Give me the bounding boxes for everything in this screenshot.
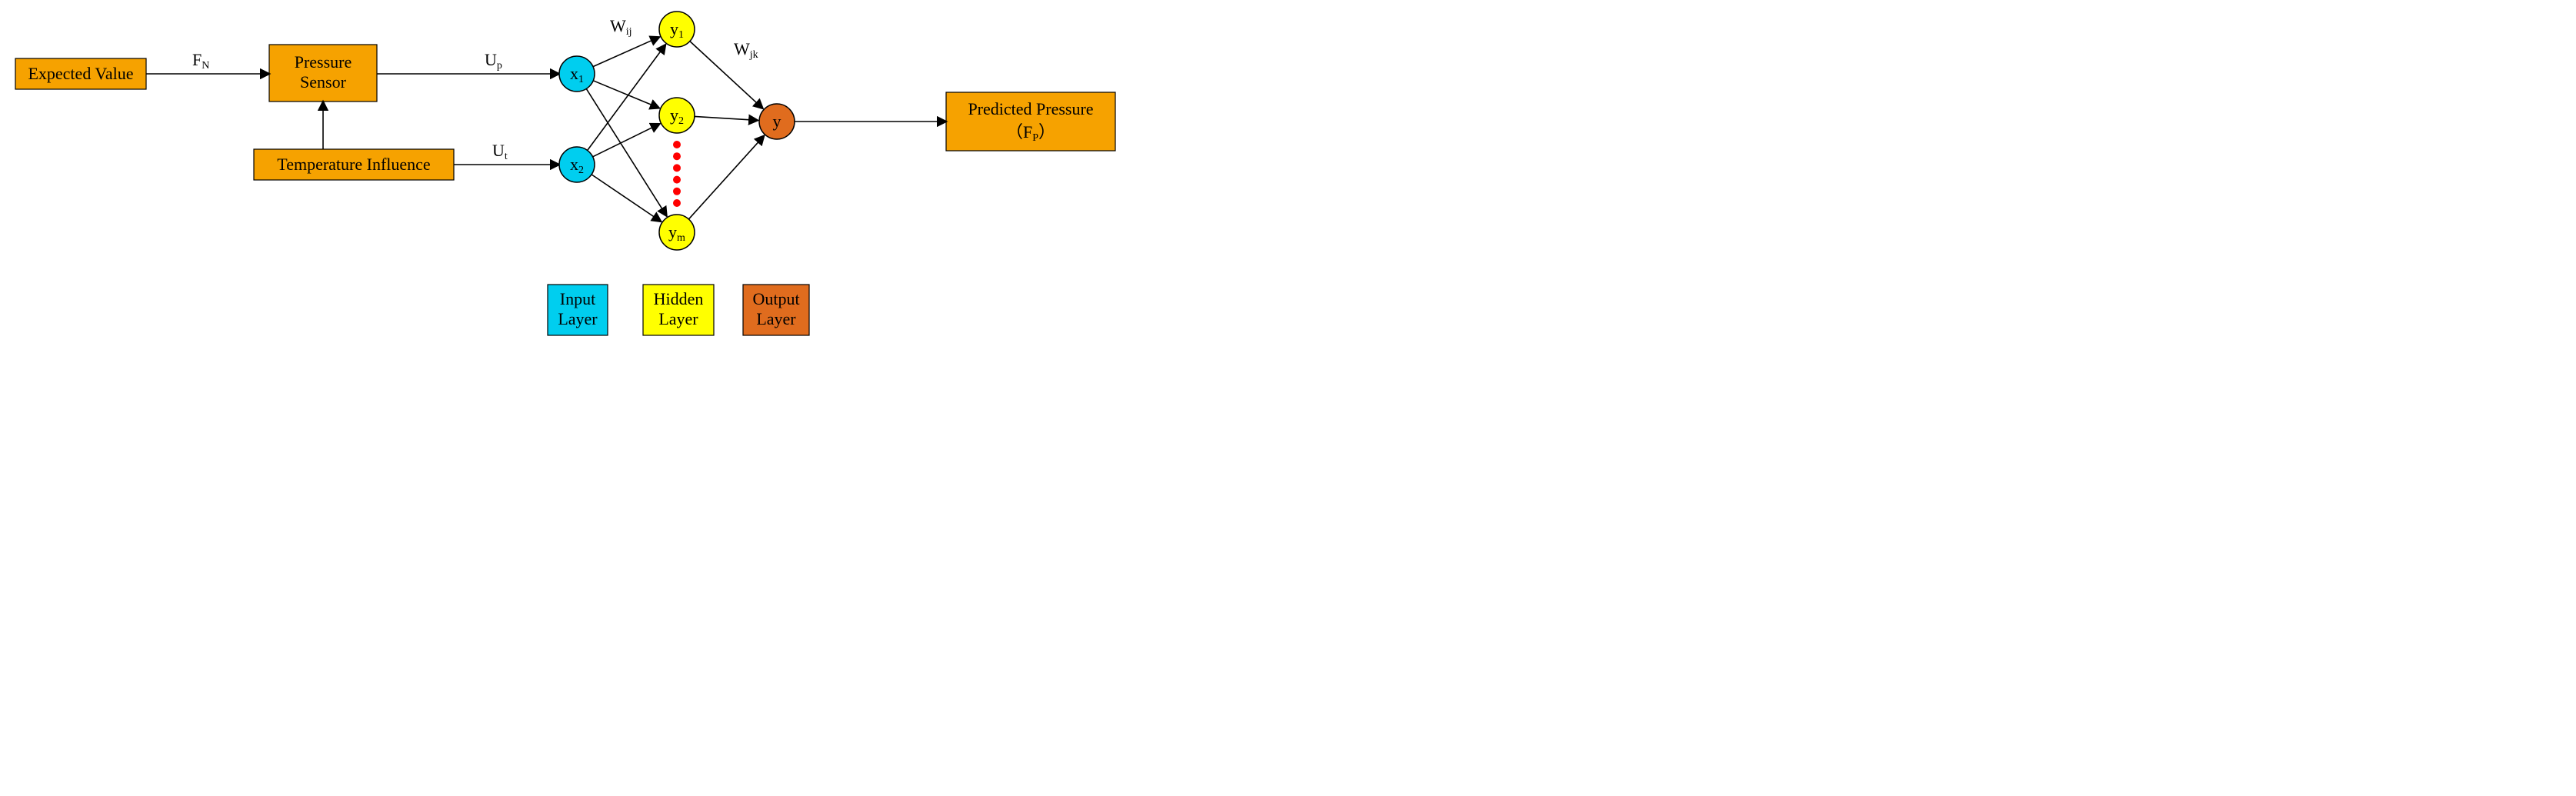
edge-label-ut: Ut bbox=[492, 141, 508, 162]
predicted-pressure-label-1: Predicted Pressure bbox=[968, 99, 1093, 118]
temperature-influence-box: Temperature Influence bbox=[254, 149, 454, 180]
ellipsis-dots bbox=[673, 141, 681, 207]
neural-network-nodes: x1x2y1y2ymy bbox=[559, 12, 795, 250]
legend-hidden-label-1: Hidden bbox=[654, 289, 704, 308]
pressure-sensor-box: Pressure Sensor bbox=[269, 45, 377, 102]
temperature-influence-label: Temperature Influence bbox=[277, 155, 430, 174]
ellipsis-dot bbox=[673, 199, 681, 207]
legend-hidden-label-2: Layer bbox=[658, 309, 698, 328]
edge-label-fn: FN bbox=[192, 50, 209, 72]
legend-input-label-2: Layer bbox=[558, 309, 598, 328]
legend-input-layer: Input Layer bbox=[548, 285, 608, 335]
weight-label-wij: Wij bbox=[610, 16, 632, 38]
edge-x1-ym bbox=[586, 88, 666, 215]
ellipsis-dot bbox=[673, 141, 681, 148]
ellipsis-dot bbox=[673, 176, 681, 184]
ellipsis-dot bbox=[673, 164, 681, 172]
edge-x2-y1 bbox=[588, 45, 665, 150]
edges-input-hidden bbox=[586, 37, 666, 221]
pressure-sensor-label-1: Pressure bbox=[295, 52, 352, 72]
legend-input-label-1: Input bbox=[560, 289, 595, 308]
ellipsis-dot bbox=[673, 152, 681, 160]
expected-value-box: Expected Value bbox=[15, 58, 146, 89]
node-label-y: y bbox=[773, 112, 781, 131]
edges-hidden-output bbox=[688, 42, 764, 219]
predicted-pressure-label-2: （FP） bbox=[1006, 122, 1055, 144]
legend-output-label-2: Layer bbox=[756, 309, 796, 328]
expected-value-label: Expected Value bbox=[28, 64, 133, 83]
legend-output-layer: Output Layer bbox=[743, 285, 809, 335]
predicted-pressure-box: Predicted Pressure （FP） bbox=[946, 92, 1115, 151]
diagram-canvas: Expected Value Pressure Sensor Temperatu… bbox=[0, 0, 1169, 361]
pressure-sensor-label-2: Sensor bbox=[300, 72, 347, 92]
ellipsis-dot bbox=[673, 188, 681, 195]
edge-x1-y1 bbox=[593, 37, 659, 66]
edge-y2-y bbox=[695, 116, 758, 120]
edge-ym-y bbox=[688, 136, 764, 219]
legend-hidden-layer: Hidden Layer bbox=[643, 285, 714, 335]
edge-x1-y2 bbox=[593, 81, 659, 108]
edge-label-up: Up bbox=[485, 50, 502, 72]
legend-output-label-1: Output bbox=[752, 289, 799, 308]
edge-x2-ym bbox=[592, 175, 661, 221]
weight-label-wjk: Wjk bbox=[734, 39, 758, 61]
